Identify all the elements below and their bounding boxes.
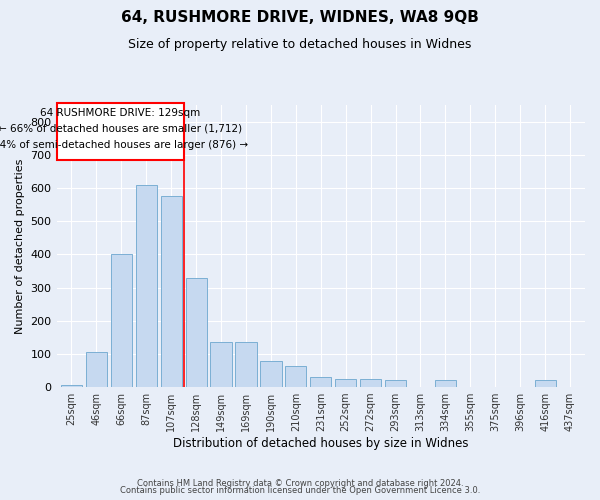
Bar: [185, 278, 207, 387]
Bar: [285, 366, 307, 387]
Text: 34% of semi-detached houses are larger (876) →: 34% of semi-detached houses are larger (…: [0, 140, 248, 150]
Text: 64, RUSHMORE DRIVE, WIDNES, WA8 9QB: 64, RUSHMORE DRIVE, WIDNES, WA8 9QB: [121, 10, 479, 25]
Bar: [260, 360, 281, 387]
Bar: [235, 342, 257, 387]
Bar: [310, 377, 331, 387]
X-axis label: Distribution of detached houses by size in Widnes: Distribution of detached houses by size …: [173, 437, 469, 450]
Bar: [136, 184, 157, 387]
Text: Contains HM Land Registry data © Crown copyright and database right 2024.: Contains HM Land Registry data © Crown c…: [137, 478, 463, 488]
Bar: [161, 196, 182, 387]
Bar: [335, 379, 356, 387]
Bar: [360, 379, 381, 387]
Text: Contains public sector information licensed under the Open Government Licence 3.: Contains public sector information licen…: [120, 486, 480, 495]
Bar: [111, 254, 132, 387]
Text: Size of property relative to detached houses in Widnes: Size of property relative to detached ho…: [128, 38, 472, 51]
Text: 64 RUSHMORE DRIVE: 129sqm: 64 RUSHMORE DRIVE: 129sqm: [40, 108, 200, 118]
Bar: [385, 380, 406, 387]
Bar: [435, 380, 456, 387]
Text: ← 66% of detached houses are smaller (1,712): ← 66% of detached houses are smaller (1,…: [0, 124, 242, 134]
Bar: [211, 342, 232, 387]
Bar: [61, 386, 82, 387]
Y-axis label: Number of detached properties: Number of detached properties: [15, 158, 25, 334]
Bar: [535, 380, 556, 387]
Bar: [86, 352, 107, 387]
